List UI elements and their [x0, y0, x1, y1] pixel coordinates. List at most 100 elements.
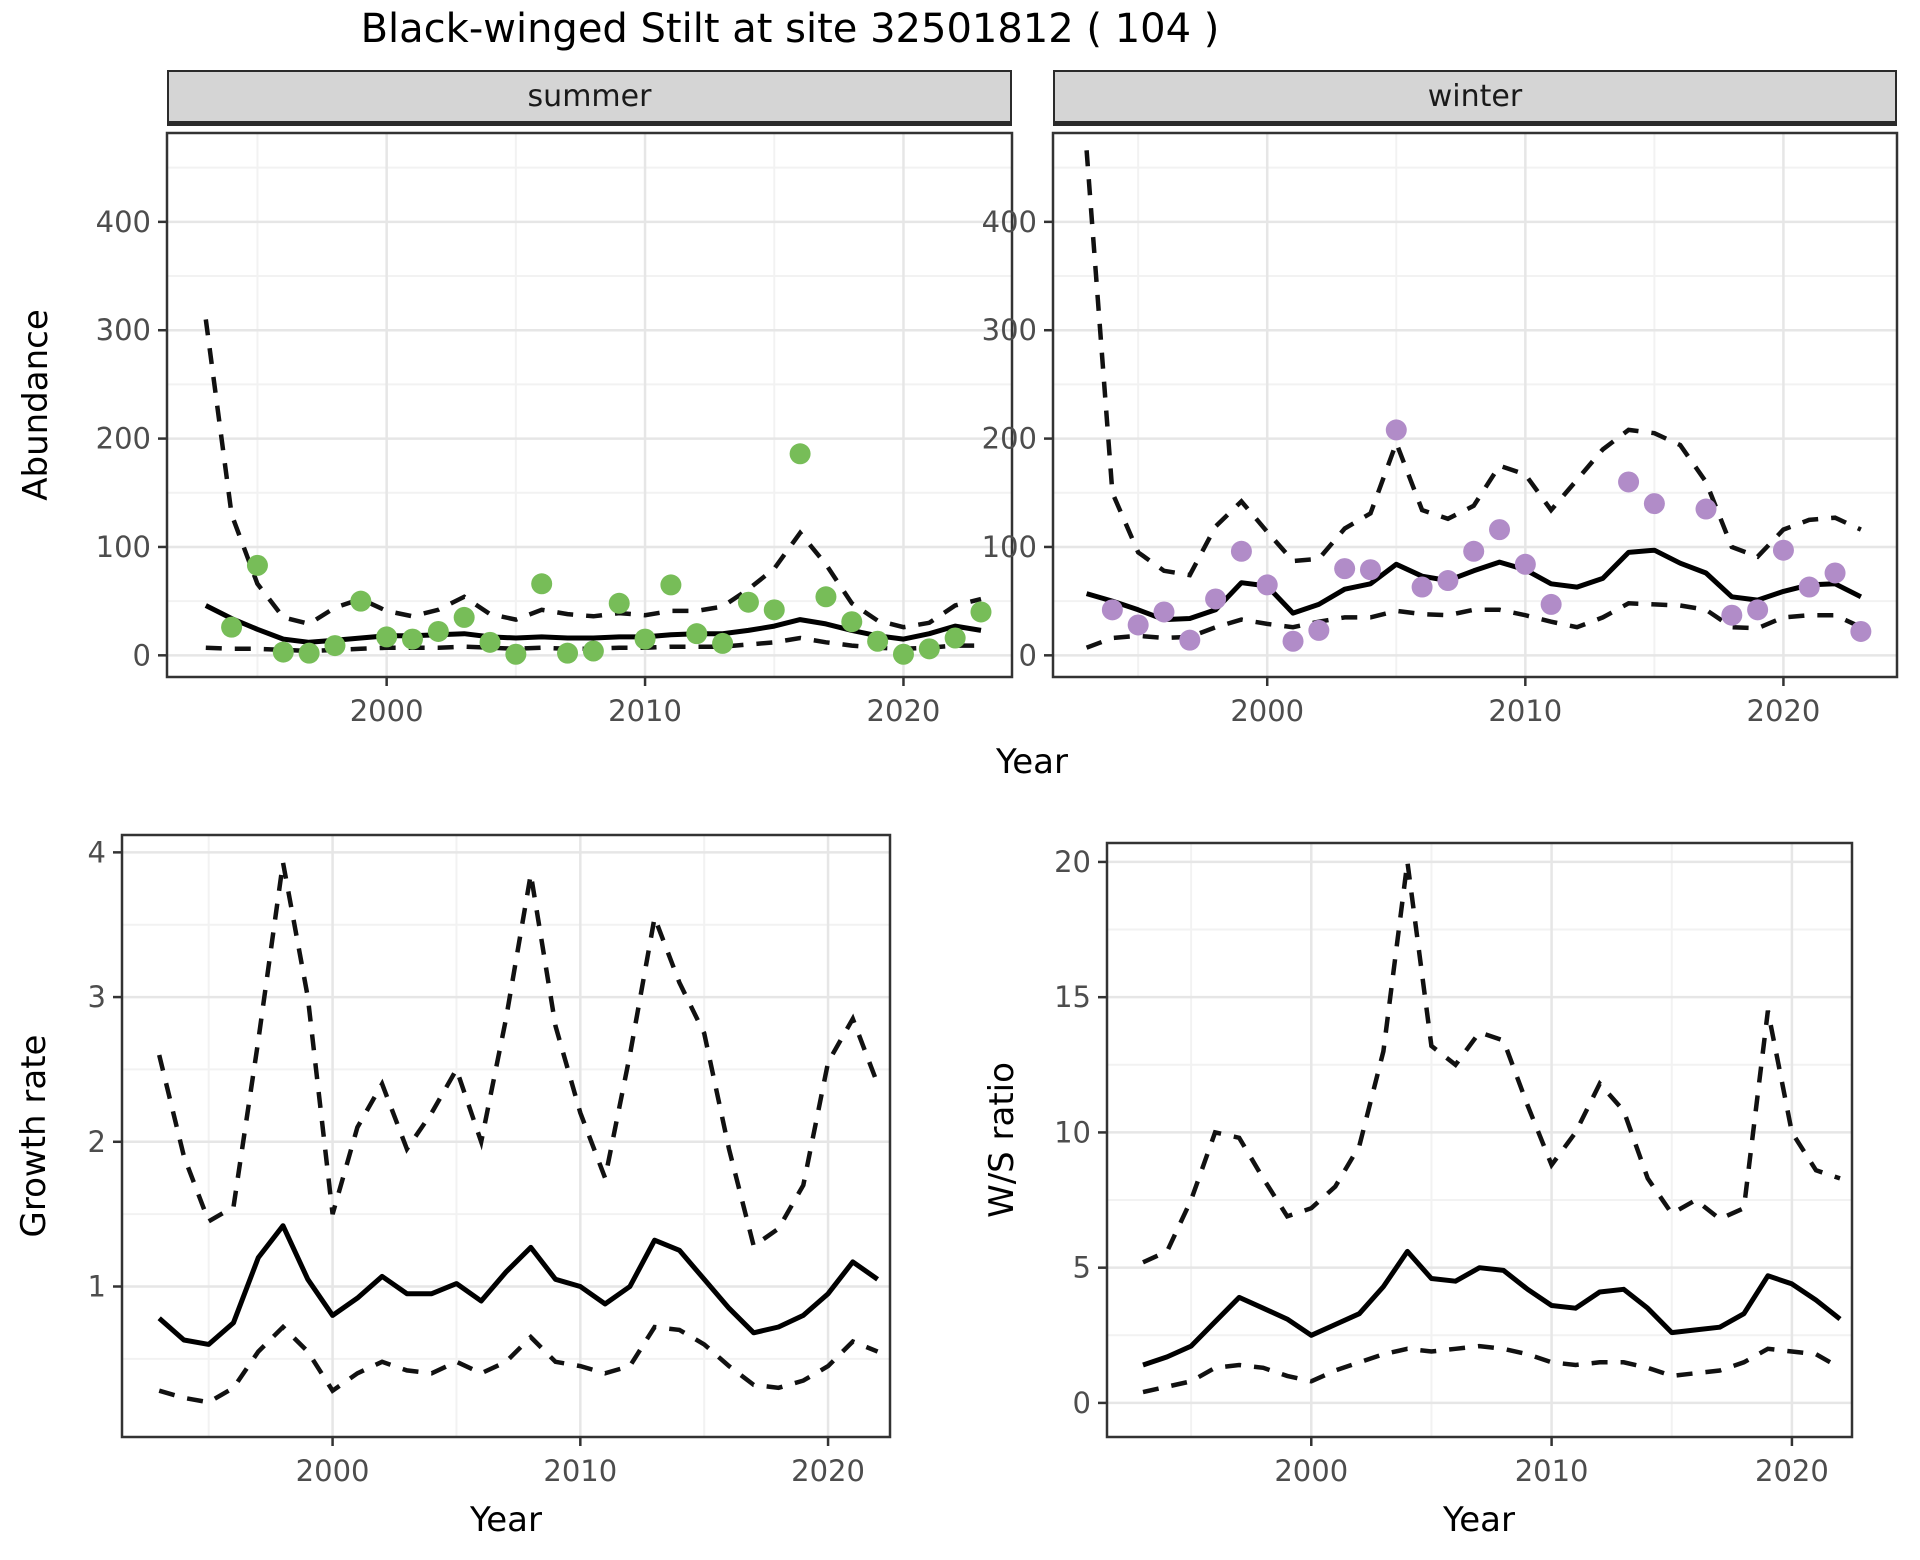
abundance_winter-data-point [1127, 614, 1149, 636]
abundance_summer-y-tick-label: 0 [133, 638, 151, 672]
abundance_summer-data-point [324, 635, 346, 657]
abundance_winter-data-point [1747, 599, 1769, 621]
abundance_winter-data-point [1463, 540, 1485, 562]
abundance_summer-panel-bg [167, 133, 1012, 677]
ws_ratio-y-tick-label: 0 [1073, 1386, 1091, 1420]
abundance_summer-data-point [350, 590, 372, 612]
abundance_winter-data-point [1824, 562, 1846, 584]
abundance_summer-data-point [789, 443, 811, 465]
abundance_summer-x-tick-label: 2010 [608, 694, 682, 728]
abundance_winter-x-tick-label: 2000 [1230, 694, 1304, 728]
abundance_winter-data-point [1850, 620, 1872, 642]
ws_ratio-ci-upper-line [1142, 861, 1841, 1265]
abundance_summer-panel-border [165, 131, 1014, 679]
growth_rate-ci-upper-line [157, 862, 880, 1250]
x-axis-title-year-top: Year [996, 742, 1068, 782]
growth_rate-y-tick-label: 4 [88, 835, 106, 869]
ws_ratio-panel-border [1105, 841, 1854, 1439]
abundance_summer-data-point [479, 631, 501, 653]
ws_ratio-y-tick-label: 10 [1054, 1115, 1091, 1149]
chart-title: Black-winged Stilt at site 32501812 ( 10… [360, 6, 1220, 52]
ws_ratio-y-tick-label: 5 [1073, 1251, 1091, 1285]
abundance_winter-data-point [1282, 630, 1304, 652]
abundance_summer-data-point [686, 623, 708, 645]
abundance_winter-data-point [1101, 599, 1123, 621]
y-axis-title-growth-rate: Growth rate [14, 1034, 54, 1238]
ws_ratio-fit-line [1142, 1248, 1842, 1368]
abundance_summer-x-tick-label: 2000 [350, 694, 424, 728]
abundance_summer-data-point [918, 638, 940, 660]
abundance_winter-fit-line [1085, 547, 1863, 623]
abundance_summer-data-point [298, 642, 320, 664]
abundance_summer-data-point [453, 606, 475, 628]
abundance_summer-data-point [634, 628, 656, 650]
ws_ratio-panel-bg [1107, 843, 1852, 1437]
growth_rate-x-tick-label: 2010 [543, 1454, 617, 1488]
abundance_winter-data-point [1359, 559, 1381, 581]
abundance_summer-data-point [246, 554, 268, 576]
abundance_winter-data-point [1153, 601, 1175, 623]
facet-label-winter: winter [1427, 79, 1523, 114]
y-axis-title-abundance: Abundance [16, 309, 56, 501]
abundance_winter-y-tick-label: 100 [982, 530, 1037, 564]
abundance_winter-data-point [1334, 558, 1356, 580]
abundance_summer-y-tick-label: 400 [96, 205, 151, 239]
y-axis-title-ws-ratio: W/S ratio [982, 1062, 1022, 1218]
abundance_winter-y-tick-label: 0 [1019, 638, 1037, 672]
abundance_summer-data-point [582, 640, 604, 662]
abundance_summer-data-point [867, 630, 889, 652]
abundance_winter-y-tick-label: 300 [982, 313, 1037, 347]
abundance_winter-data-point [1540, 593, 1562, 615]
abundance_winter-data-point [1618, 471, 1640, 493]
abundance_summer-data-point [376, 626, 398, 648]
abundance_summer-data-point [505, 643, 527, 665]
abundance_winter-data-point [1411, 576, 1433, 598]
abundance_summer-data-point [531, 573, 553, 595]
abundance_winter-data-point [1643, 493, 1665, 515]
abundance_summer-data-point [763, 599, 785, 621]
ws_ratio-x-tick-label: 2010 [1515, 1454, 1589, 1488]
abundance_summer-data-point [221, 616, 243, 638]
facet-strip-winter: winter [1053, 70, 1897, 126]
abundance_summer-data-point [892, 643, 914, 665]
abundance_summer-y-tick-label: 300 [96, 313, 151, 347]
facet-strip-summer: summer [167, 70, 1012, 126]
abundance_winter-data-point [1230, 540, 1252, 562]
x-axis-title-year-ws: Year [1443, 1500, 1515, 1540]
abundance_winter-panel-bg [1053, 133, 1897, 677]
abundance_winter-data-point [1514, 553, 1536, 575]
abundance_winter-data-point [1179, 629, 1201, 651]
growth_rate-y-tick-label: 2 [88, 1125, 106, 1159]
abundance_winter-y-tick-label: 400 [982, 205, 1037, 239]
abundance_winter-data-point [1385, 419, 1407, 441]
facet-label-summer: summer [527, 79, 652, 114]
ws_ratio-y-tick-label: 15 [1054, 980, 1091, 1014]
abundance_winter-x-tick-label: 2020 [1747, 694, 1821, 728]
ws_ratio-y-tick-label: 20 [1054, 845, 1091, 879]
abundance_summer-data-point [841, 611, 863, 633]
abundance_summer-data-point [401, 628, 423, 650]
abundance_winter-panel-border [1051, 131, 1899, 679]
abundance_summer-data-point [608, 592, 630, 614]
ws_ratio-x-tick-label: 2020 [1755, 1454, 1829, 1488]
abundance_summer-data-point [427, 620, 449, 642]
abundance_summer-data-point [660, 574, 682, 596]
abundance_summer-data-point [737, 591, 759, 613]
abundance_winter-data-point [1798, 576, 1820, 598]
growth_rate-x-tick-label: 2020 [791, 1454, 865, 1488]
abundance_winter-y-tick-label: 200 [982, 422, 1037, 456]
abundance_winter-ci-upper-line [1084, 150, 1862, 578]
growth_rate-panel-bg [122, 835, 890, 1437]
ws_ratio-x-tick-label: 2000 [1274, 1454, 1348, 1488]
growth_rate-fit-line [157, 1223, 880, 1347]
abundance_summer-x-tick-label: 2020 [867, 694, 941, 728]
abundance_summer-data-point [712, 632, 734, 654]
abundance_winter-x-tick-label: 2010 [1488, 694, 1562, 728]
growth_rate-y-tick-label: 3 [88, 980, 106, 1014]
growth_rate-x-tick-label: 2000 [296, 1454, 370, 1488]
growth_rate-y-tick-label: 1 [88, 1270, 106, 1304]
abundance_summer-y-tick-label: 200 [96, 422, 151, 456]
abundance_summer-y-tick-label: 100 [96, 530, 151, 564]
